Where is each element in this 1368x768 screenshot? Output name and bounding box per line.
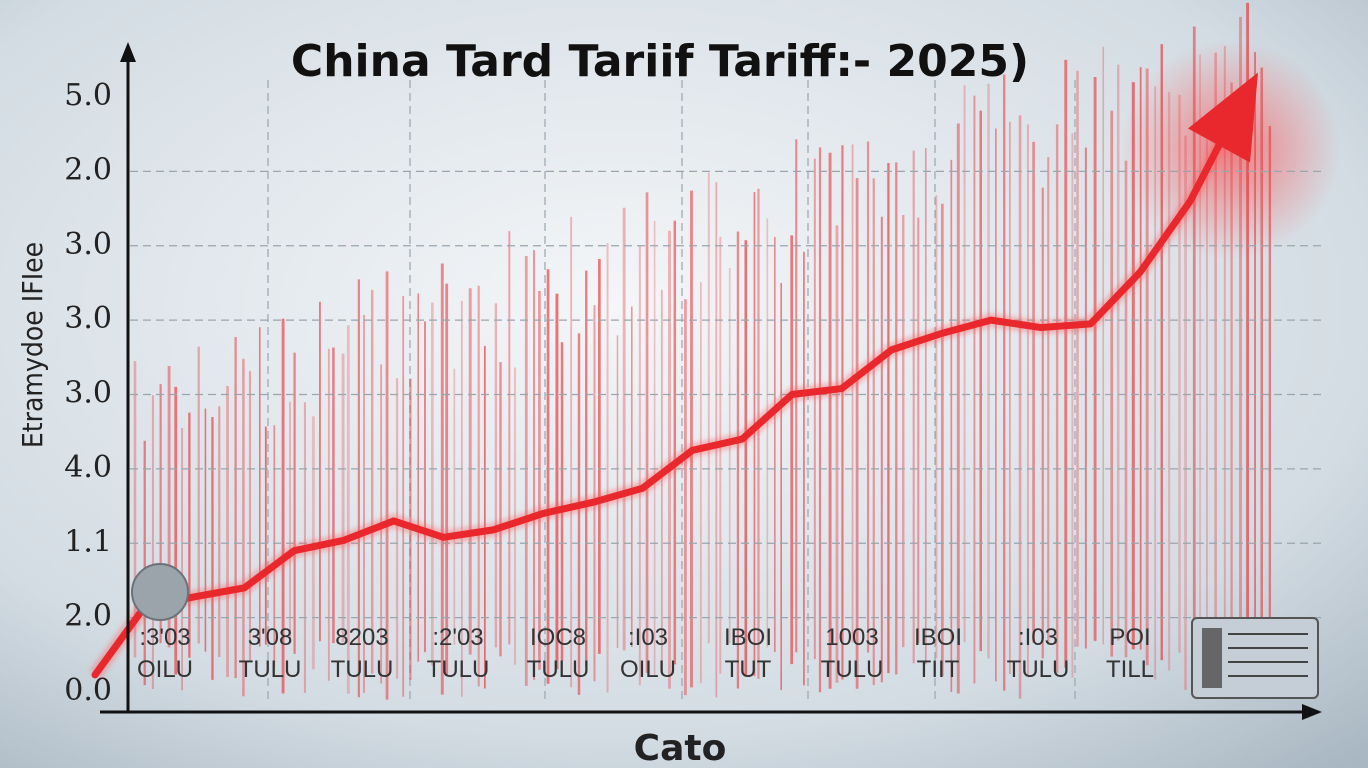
x-tick-label: :I03 (628, 624, 668, 651)
x-tick-label: OILU (620, 656, 676, 683)
y-tick-label: 2.0 (64, 152, 112, 187)
y-tick-label: 1.1 (64, 524, 112, 559)
x-tick-label: 1003 (825, 624, 878, 651)
x-tick-label: :2'03 (432, 624, 483, 651)
x-tick-label: IBOI (914, 624, 962, 651)
x-tick-label: OILU (137, 656, 193, 683)
grid (130, 170, 1325, 619)
x-tick-label: TULU (821, 656, 884, 683)
x-tick-label: TULU (1007, 656, 1070, 683)
x-tick-label: TUT (725, 656, 772, 683)
x-tick-label: :I03 (1018, 624, 1058, 651)
y-tick-label: 4.0 (64, 450, 112, 485)
y-tick-label: 2.0 (64, 599, 112, 634)
y-tick-label: 3.0 (64, 376, 112, 411)
plot (89, 72, 1258, 680)
x-tick-label: IBOI (724, 624, 772, 651)
x-tick-label: TULU (331, 656, 394, 683)
x-tick-label: TILL (1106, 656, 1154, 683)
x-tick-label: POI (1109, 624, 1150, 651)
y-tick-label: 3.0 (64, 301, 112, 336)
y-tick-label: 5.0 (64, 78, 112, 113)
y-axis-label: Etramydoe IFIee (16, 242, 49, 448)
y-arrow (120, 42, 136, 62)
y-tick-label: 3.0 (64, 227, 112, 262)
x-tick-label: 3'08 (248, 624, 293, 651)
x-tick-label: TULU (239, 656, 302, 683)
x-arrow (1302, 704, 1322, 720)
line (91, 100, 1244, 679)
x-tick-label: TULU (527, 656, 590, 683)
x-tick-label: IOC8 (530, 624, 586, 651)
x-tick-label: TIIT (917, 656, 960, 683)
x-axis-label: Cato (634, 728, 727, 768)
legend-icon (1191, 617, 1319, 699)
x-tick-label: TULU (427, 656, 490, 683)
ball (131, 563, 189, 621)
chart-title: China Tard Tariif Tariff:- 2025) (291, 36, 1029, 87)
x-tick-label: 8203 (335, 624, 388, 651)
spikes (133, 2, 1272, 700)
y-tick-label: 0.0 (64, 673, 112, 708)
arrow-head (1188, 72, 1258, 163)
x-tick-label: :3'03 (139, 624, 190, 651)
